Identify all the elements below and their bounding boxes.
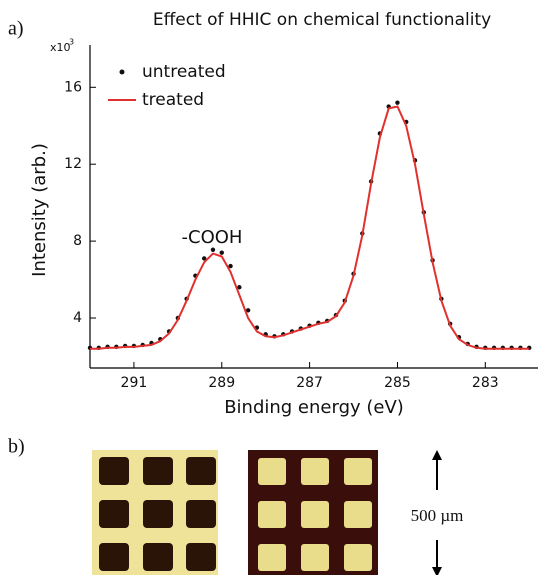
legend-label: untreated [142,62,226,82]
panel-label: b) [8,436,25,458]
y-tick-label: 16 [64,79,82,95]
x-tick-label: 289 [208,375,235,391]
annotation: -COOH [182,227,243,248]
y-tick-label: 12 [64,156,82,172]
x-tick-label: 291 [121,375,148,391]
scale-label: 500 µm [411,506,464,525]
y-axis-label: Intensity (arb.) [29,143,50,277]
data-point [220,250,224,254]
data-line [90,107,529,349]
x-tick-label: 283 [472,375,499,391]
data-point [395,100,399,104]
y-multiplier: x10 [50,41,71,54]
micrograph-untreated [92,450,218,575]
y-multiplier-exp: 3 [69,38,74,47]
micrograph-treated [248,450,378,575]
chart-title: Effect of HHIC on chemical functionality [153,10,491,30]
x-tick-label: 285 [384,375,411,391]
x-axis-label: Binding energy (eV) [224,397,404,418]
x-tick-label: 287 [296,375,323,391]
y-tick-label: 4 [73,310,82,326]
y-tick-label: 8 [73,233,82,249]
panel-label: a) [8,18,24,40]
data-point [211,248,215,252]
legend-label: treated [142,90,204,110]
figure: a) b) Effect of HHIC on chemical functio… [0,0,539,575]
legend-marker [120,70,125,75]
